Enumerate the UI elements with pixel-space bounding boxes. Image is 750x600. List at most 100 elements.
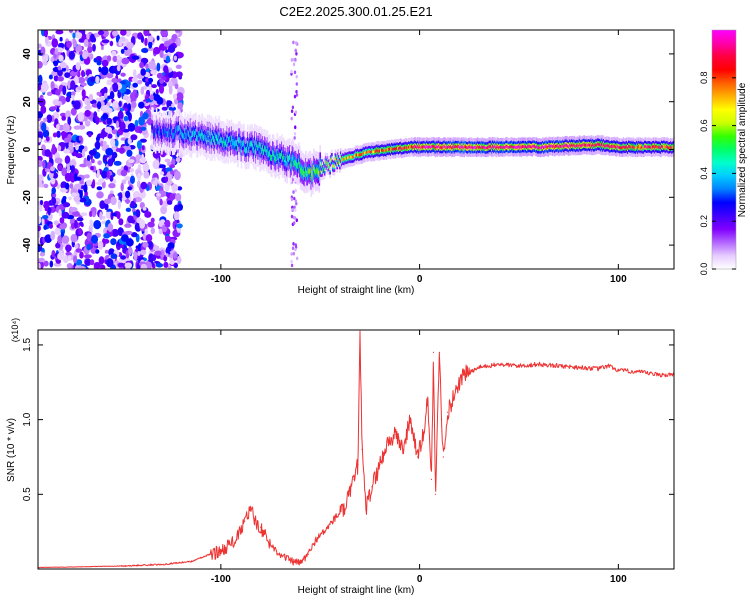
noise-blob xyxy=(56,123,60,131)
noise-blob xyxy=(139,138,147,143)
noise-blob xyxy=(296,256,299,261)
snr-point xyxy=(361,448,363,451)
ridge-cell xyxy=(281,150,283,157)
noise-blob xyxy=(140,35,144,43)
ridge-cell xyxy=(154,131,157,138)
snr-point xyxy=(349,493,351,495)
noise-blob xyxy=(153,245,160,251)
noise-blob xyxy=(55,30,64,35)
noise-blob xyxy=(70,70,78,77)
y-tick-label: 1.5 xyxy=(22,338,33,352)
noise-blob xyxy=(116,54,121,61)
noise-blob xyxy=(38,243,41,252)
noise-blob xyxy=(103,92,108,99)
ridge-cell xyxy=(653,145,655,148)
noise-blob xyxy=(290,252,293,256)
ridge-cell xyxy=(500,145,502,149)
noise-blob xyxy=(51,187,56,195)
snr-point xyxy=(371,486,373,488)
snr-point xyxy=(417,456,419,458)
ridge-cell xyxy=(416,146,418,150)
noise-blob xyxy=(79,180,84,185)
snr-point xyxy=(637,371,639,373)
ridge-cell xyxy=(604,144,607,148)
ridge-cell xyxy=(463,146,465,150)
noise-blob xyxy=(100,140,104,147)
snr-point xyxy=(423,434,425,436)
ridge-cell xyxy=(342,157,345,161)
ridge-cell xyxy=(447,146,449,149)
noise-blob xyxy=(113,106,118,111)
ridge-cell xyxy=(583,143,585,146)
ridge-cell xyxy=(480,146,482,150)
noise-blob xyxy=(163,261,169,268)
snr-y-label: SNR (10 * v/v) xyxy=(6,418,17,482)
noise-blob xyxy=(114,139,119,147)
noise-blob xyxy=(295,218,298,222)
noise-blob xyxy=(139,61,144,69)
ridge-cell xyxy=(645,145,647,148)
ridge-cell xyxy=(221,137,223,144)
noise-blob xyxy=(38,155,43,162)
noise-blob xyxy=(124,176,131,181)
ridge-cell xyxy=(595,143,598,147)
noise-blob xyxy=(61,67,66,72)
ridge-cell xyxy=(192,130,194,137)
noise-blob xyxy=(140,126,147,131)
ridge-cell xyxy=(253,146,255,153)
noise-blob xyxy=(118,100,122,107)
noise-blob xyxy=(152,149,161,159)
noise-blob xyxy=(293,70,297,75)
noise-blob xyxy=(168,44,176,53)
noise-blob xyxy=(294,247,297,252)
noise-blob xyxy=(74,77,79,84)
ridge-cell xyxy=(442,146,444,149)
noise-blob xyxy=(93,262,101,269)
ridge-cell xyxy=(670,145,672,149)
ridge-cell xyxy=(582,143,584,147)
noise-blob xyxy=(39,199,44,206)
ridge-cell xyxy=(671,146,674,150)
noise-blob xyxy=(83,39,89,47)
noise-blob xyxy=(99,200,106,210)
ridge-cell xyxy=(260,143,262,150)
ridge-cell xyxy=(501,146,504,150)
ridge-cell xyxy=(546,145,549,149)
noise-blob xyxy=(90,207,97,214)
y-tick-label: 0.5 xyxy=(22,487,33,501)
ridge-cell xyxy=(169,132,171,139)
noise-blob xyxy=(295,41,298,45)
noise-blob xyxy=(150,227,155,235)
ridge-cell xyxy=(499,145,501,149)
ridge-cell xyxy=(509,145,512,149)
ridge-cell xyxy=(278,156,280,163)
ridge-cell xyxy=(518,145,520,148)
ridge-cell xyxy=(621,146,624,150)
ridge-cell xyxy=(571,143,574,147)
ridge-cell xyxy=(270,154,272,161)
snr-point xyxy=(299,562,301,564)
noise-blob xyxy=(73,255,78,264)
noise-blob xyxy=(84,145,88,152)
noise-blob xyxy=(118,147,125,154)
ridge-cell xyxy=(632,145,635,148)
snr-point xyxy=(260,526,262,528)
noise-blob xyxy=(290,263,294,268)
ridge-cell xyxy=(311,169,313,176)
ridge-cell xyxy=(518,146,521,149)
ridge-cell xyxy=(667,145,669,149)
ridge-cell xyxy=(521,145,524,148)
ridge-cell xyxy=(190,135,193,142)
snr-point xyxy=(462,374,464,376)
noise-blob xyxy=(290,259,293,264)
y-tick-label: -40 xyxy=(22,237,33,252)
noise-blob xyxy=(107,158,114,167)
snr-point xyxy=(357,463,359,465)
ridge-cell xyxy=(441,146,443,150)
ridge-cell xyxy=(652,145,654,149)
ridge-cell xyxy=(567,144,569,148)
ridge-cell xyxy=(461,146,464,150)
ridge-cell xyxy=(429,145,431,149)
ridge-cell xyxy=(475,146,478,150)
ridge-cell xyxy=(214,132,217,139)
